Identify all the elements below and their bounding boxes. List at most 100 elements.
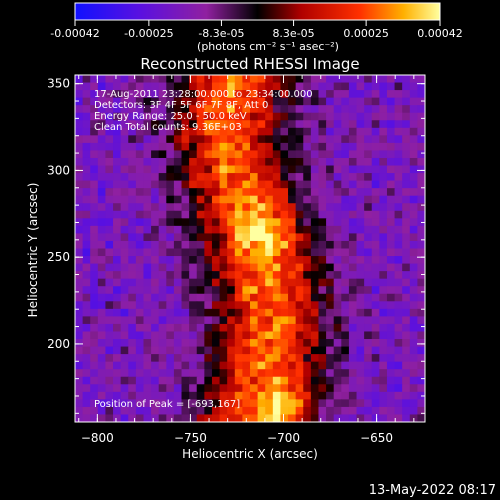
heatmap-cell [90,339,99,348]
heatmap-cell [348,256,358,265]
heatmap-cell [394,406,403,416]
heatmap-cell [288,331,297,340]
heatmap-cell [341,301,350,310]
heatmap-cell [303,210,312,219]
heatmap-cell [151,240,160,250]
heatmap-cell [272,339,282,348]
heatmap-cell [272,82,282,91]
heatmap-cell [105,323,114,333]
heatmap-cell [120,90,129,99]
heatmap-cell [364,203,373,212]
heatmap-cell [371,150,380,159]
heatmap-cell [189,278,198,287]
y-tick-label: 300 [47,163,70,177]
heatmap-cell [379,180,388,189]
heatmap-cell [158,233,167,242]
heatmap-cell [211,271,221,280]
heatmap-cell [386,210,396,219]
heatmap-cell [90,391,99,400]
heatmap-cell [379,323,388,333]
heatmap-cell [364,346,373,355]
heatmap-cell [120,308,129,317]
heatmap-cell [295,308,304,317]
heatmap-cell [181,210,190,219]
heatmap-cell [105,399,114,408]
heatmap-cell [295,240,304,250]
heatmap-cell [113,376,122,385]
heatmap-cell [288,376,297,385]
heatmap-cell [386,165,396,174]
heatmap-cell [409,301,418,310]
heatmap-cell [189,286,198,295]
heatmap-cell [90,165,99,174]
heatmap-cell [288,173,297,182]
heatmap-cell [128,195,137,204]
heatmap-cell [417,210,425,219]
heatmap-cell [135,105,145,114]
heatmap-cell [219,361,228,370]
heatmap-cell [280,286,289,295]
heatmap-cell [318,414,327,422]
heatmap-cell [158,105,167,114]
heatmap-cell [348,346,358,355]
heatmap-cell [326,82,335,91]
heatmap-cell [386,286,396,295]
heatmap-cell [242,331,251,340]
heatmap-cell [105,188,114,197]
heatmap-cell [166,323,175,333]
heatmap-cell [333,271,342,280]
heatmap-cell [105,278,114,287]
heatmap-cell [386,127,396,136]
heatmap-cell [204,165,213,174]
heatmap-cell [348,308,358,317]
heatmap-cell [173,210,183,219]
heatmap-cell [90,384,99,393]
heatmap-cell [219,369,228,378]
heatmap-cell [409,256,418,265]
heatmap-cell [402,248,411,257]
heatmap-cell [409,180,418,189]
heatmap-cell [402,323,411,333]
heatmap-cell [379,376,388,385]
heatmap-cell [356,301,365,310]
heatmap-cell [219,165,228,174]
heatmap-cell [97,286,107,295]
heatmap-cell [379,414,388,422]
heatmap-cell [181,248,190,257]
heatmap-cell [227,406,236,416]
heatmap-cell [227,369,236,378]
heatmap-cell [356,97,365,106]
heatmap-cell [417,339,425,348]
colorbar-unit-label: (photons cm⁻² s⁻¹ asec⁻²) [197,40,339,53]
heatmap-cell [151,414,160,422]
heatmap-cell [135,180,145,189]
heatmap-cell [211,376,221,385]
heatmap-cell [166,354,175,363]
heatmap-cell [265,414,274,422]
heatmap-cell [242,210,251,219]
heatmap-cell [303,354,312,363]
heatmap-cell [379,339,388,348]
heatmap-cell [82,105,91,114]
heatmap-cell [371,82,380,91]
heatmap-cell [166,173,175,182]
heatmap-cell [128,339,137,348]
heatmap-cell [348,354,358,363]
heatmap-cell [364,256,373,265]
heatmap-cell [371,361,380,370]
heatmap-cell [272,203,282,212]
heatmap-cell [128,384,137,393]
heatmap-cell [356,233,365,242]
heatmap-cell [280,195,289,204]
heatmap-cell [219,135,228,144]
heatmap-cell [166,142,175,152]
heatmap-cell [303,361,312,370]
heatmap-cell [242,195,251,204]
heatmap-cell [310,323,320,333]
heatmap-cell [82,346,91,355]
heatmap-cell [303,142,312,152]
heatmap-cell [303,399,312,408]
heatmap-cell [75,271,84,280]
heatmap-cell [272,165,282,174]
